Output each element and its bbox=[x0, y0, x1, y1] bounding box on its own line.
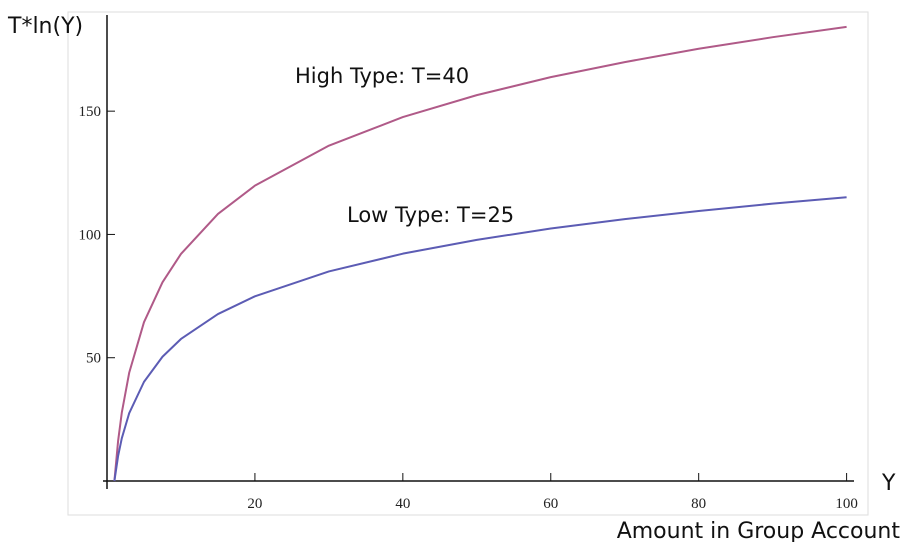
y-axis-title: T*ln(Y) bbox=[7, 14, 83, 39]
x-tick-label: 80 bbox=[691, 496, 706, 512]
y-tick-label: 150 bbox=[79, 104, 102, 120]
series-label: High Type: T=40 bbox=[295, 64, 469, 88]
series-line bbox=[113, 25, 847, 482]
x-tick-label: 60 bbox=[543, 496, 558, 512]
x-tick-label: 20 bbox=[247, 496, 262, 512]
y-tick-label: 50 bbox=[86, 351, 101, 367]
series-label: Low Type: T=25 bbox=[347, 203, 514, 227]
x-tick-label: 100 bbox=[835, 496, 858, 512]
x-tick-label: 40 bbox=[395, 496, 410, 512]
y-tick-label: 100 bbox=[79, 227, 102, 243]
x-axis-title: Y bbox=[881, 471, 896, 496]
series-line bbox=[113, 196, 847, 482]
plot-frame bbox=[67, 11, 869, 516]
x-axis-caption: Amount in Group Account bbox=[617, 519, 901, 542]
